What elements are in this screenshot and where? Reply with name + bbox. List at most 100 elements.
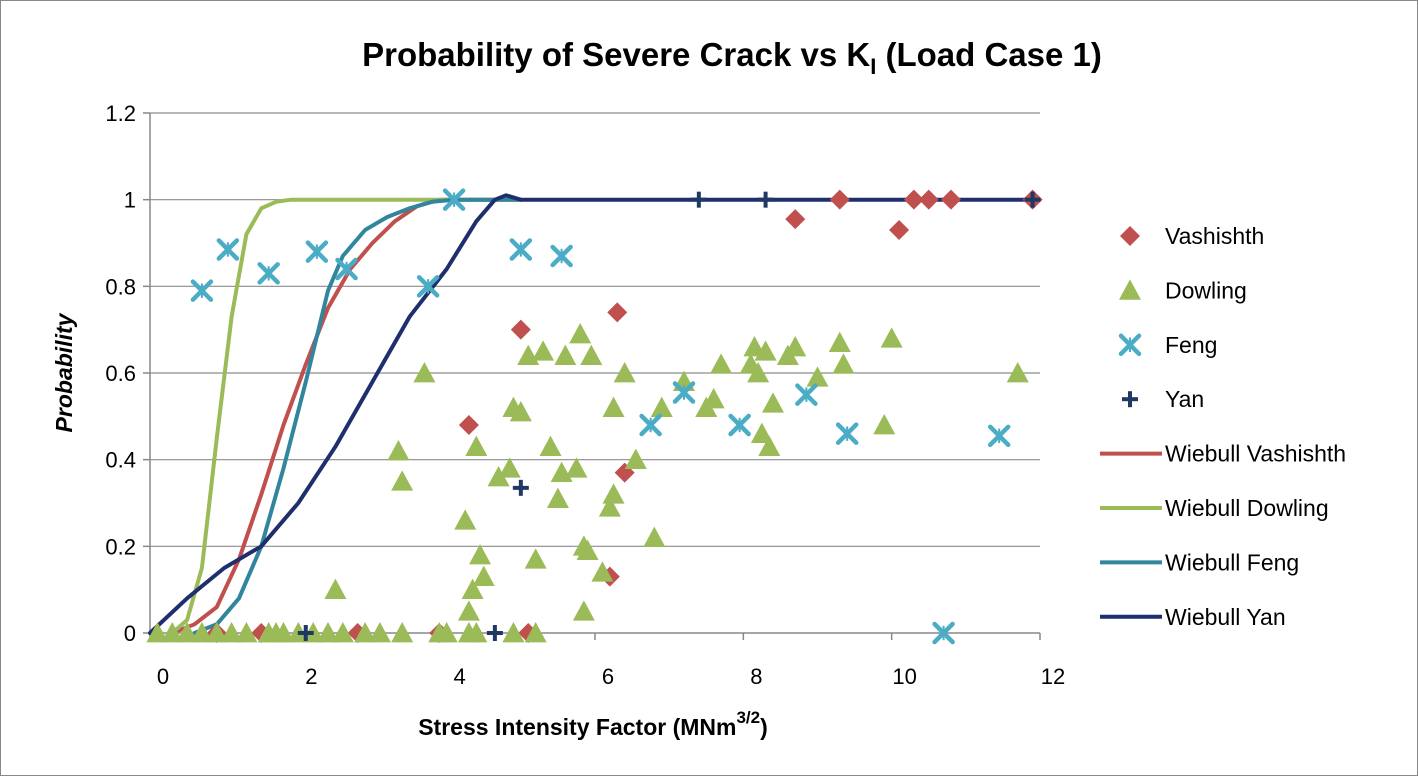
legend-item-feng: Feng [1118,332,1217,358]
feng-point-2 [257,262,280,285]
x-axis-ticks: 0 2 4 6 8 10 12 [149,633,1065,689]
dowling-point-56 [643,526,666,548]
dowling-point-53 [602,396,625,418]
yan-point-1 [486,625,503,641]
legend-label-wiebull-vashishth: Wiebull Vashishth [1165,441,1346,467]
dowling-point-4 [205,622,228,643]
dowling-point-60 [702,388,725,409]
x-tick-label-0: 0 [157,664,169,689]
feng-point-7 [509,238,533,261]
dowling-point-68 [762,392,784,413]
dowling-point-3 [190,622,213,643]
dowling-point-39 [532,340,555,361]
dowling-point-40 [539,435,562,457]
yan-point-4 [757,191,774,208]
chart-title: Probability of Severe Crack vs KI (Load … [362,36,1102,79]
dowling-point-16 [391,622,414,643]
wiebull-feng-line [192,197,523,635]
dowling-point-50 [591,561,614,582]
vashishth-point-14 [918,189,939,210]
y-axis-ticks: 0 0.2 0.4 0.6 0.8 1 1.2 [105,101,150,646]
dowling-point-48 [576,539,599,561]
dowling-point-41 [546,487,569,509]
legend-item-yan: Yan [1122,386,1204,412]
dowling-point-43 [554,344,577,366]
dowling-point-25 [391,470,414,491]
x-axis-title-superscript: 3/2 [736,708,760,727]
wiebull-yan-line [148,193,1035,635]
feng-point-10 [672,381,696,404]
dowling-point-34 [498,457,521,478]
vashishth-point-13 [903,189,924,210]
legend-label-wiebull-yan: Wiebull Yan [1165,604,1286,630]
dowling-point-26 [413,362,436,383]
feng-point-5 [416,275,440,298]
dowling-point-6 [235,622,258,643]
dowling-point-29 [461,578,484,600]
dowling-point-28 [457,600,480,621]
vashishth-point-8 [607,302,628,323]
yan-point-5 [1024,191,1041,208]
dowling-point-32 [472,565,495,587]
dowling-point-36 [509,401,532,422]
feng-point-9 [639,413,662,437]
dowling-point-74 [873,414,896,435]
dowling-point-57 [650,396,673,418]
chart-title-main: Probability of Severe Crack vs K [362,36,870,73]
feng-point-13 [835,422,859,445]
dowling-point-44 [565,457,588,478]
y-axis-title: Probability [51,312,77,432]
dowling-point-46 [572,600,595,621]
feng-point-15 [987,424,1011,448]
vashishth-point-4 [458,415,479,435]
legend-marker-feng [1118,333,1142,357]
legend-marker-dowling [1119,279,1141,300]
dowling-point-18 [435,622,458,643]
dowling-point-24 [387,440,410,461]
dowling-point-52 [602,483,625,504]
dowling-point-72 [828,331,851,353]
dowling-point-51 [598,496,621,517]
x-tick-label-1: 2 [305,664,317,689]
y-tick-label-3: 0.6 [105,361,136,386]
legend-item-wiebull-dowling: Wiebull Dowling [1100,495,1329,521]
vashishth-point-15 [941,189,961,210]
vashishth-point-10 [785,209,806,230]
yan-point-2 [512,479,529,496]
x-tick-label-5: 10 [892,664,916,689]
dowling-point-0 [146,622,169,643]
dowling-point-45 [569,323,592,344]
legend: Vashishth Dowling Feng Yan Wiebull Vashishth… [1100,223,1346,630]
dowling-point-64 [747,362,770,383]
feng-point-3 [305,240,329,263]
x-tick-label-2: 4 [454,664,466,689]
dowling-point-70 [784,336,807,357]
x-axis-title: Stress Intensity Factor (MNm3/2) [418,708,768,740]
yan-point-0 [297,625,314,641]
chart-title-subscript: I [870,54,876,79]
legend-item-wiebull-vashishth: Wiebull Vashishth [1100,441,1346,467]
dowling-point-30 [465,435,488,457]
feng-point-8 [550,244,573,268]
dowling-point-13 [331,622,354,643]
dowling-point-12 [317,622,339,643]
dowling-point-5 [220,622,243,643]
legend-marker-vashishth [1120,226,1140,246]
dowling-point-66 [754,340,777,361]
y-tick-label-1: 0.2 [105,534,136,559]
dowling-point-21 [502,622,525,643]
dowling-point-20 [465,622,488,643]
x-tick-label-3: 6 [602,664,614,689]
dowling-point-75 [880,327,903,348]
dowling-point-73 [832,353,855,374]
legend-label-wiebull-dowling: Wiebull Dowling [1165,495,1329,521]
legend-label-yan: Yan [1165,386,1204,412]
wiebull-dowling-line [170,197,523,635]
y-tick-label-5: 1 [124,188,136,213]
feng-point-0 [190,279,214,302]
dowling-point-23 [324,578,347,600]
feng-point-11 [728,413,751,437]
y-tick-label-4: 0.8 [105,274,136,299]
